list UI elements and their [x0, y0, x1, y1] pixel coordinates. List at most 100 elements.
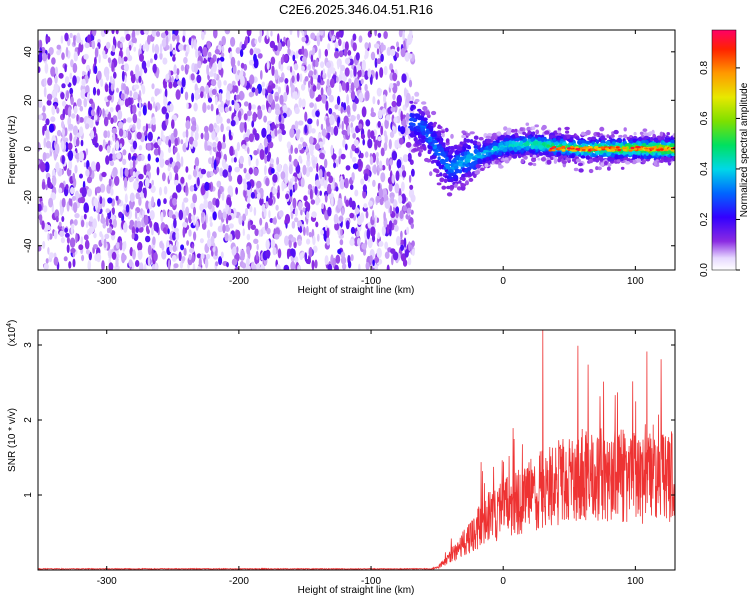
spectrogram-cell — [90, 161, 96, 171]
spectrogram-cell — [607, 166, 611, 171]
spectrogram-cell — [525, 151, 531, 156]
spectrogram-cell — [269, 218, 274, 223]
spectrogram-cell — [252, 128, 257, 136]
spectrogram-cell — [155, 31, 161, 37]
spectrogram-cell — [235, 229, 241, 240]
snr-line — [38, 330, 675, 570]
spectrogram-cell — [160, 211, 164, 223]
spectrogram-cell — [67, 142, 73, 151]
spectrogram-cell — [258, 229, 262, 237]
spectrogram-cell — [131, 232, 135, 240]
spectrogram-cell — [304, 252, 308, 262]
spectrogram-cell — [203, 92, 207, 99]
spectrogram-cell — [333, 162, 337, 169]
spectrogram-cell — [61, 155, 65, 165]
spectrogram-cell — [522, 131, 526, 135]
spectrogram-cell — [328, 94, 334, 103]
spectrogram-cell — [239, 155, 245, 164]
spectrogram-cell — [204, 140, 208, 151]
spectrogram-cell — [294, 256, 299, 264]
spectrogram-cell — [532, 154, 537, 158]
spectrogram-cell — [161, 106, 167, 115]
spectrogram-cell — [633, 131, 637, 136]
spectrogram-cell — [172, 49, 176, 55]
spectrogram-cell — [132, 140, 138, 150]
spectrogram-cell — [102, 197, 106, 208]
spectrogram-cell — [220, 52, 225, 58]
x-tick-label: -300 — [97, 576, 117, 587]
spectrogram-cell — [90, 109, 95, 117]
spectrogram-cell — [119, 167, 124, 178]
spectrogram-cell — [367, 68, 372, 79]
spectrogram-cell — [112, 36, 116, 47]
spectrogram-cell — [446, 192, 453, 197]
spectrogram-cell — [105, 41, 111, 50]
spectrogram-cell — [344, 143, 348, 151]
spectrogram-cell — [408, 241, 411, 252]
spectrogram-cell — [146, 142, 152, 151]
spectrogram-cell — [623, 127, 627, 132]
spectrogram-cell — [291, 75, 295, 83]
spectrogram-cell — [226, 197, 232, 206]
spectrogram-cell — [289, 30, 293, 36]
spectrogram-cell — [492, 142, 499, 147]
spectrogram-cell — [327, 132, 330, 141]
spectrogram-cell — [213, 159, 217, 171]
spectrogram-cell — [172, 33, 176, 42]
spectrogram-cell — [370, 51, 376, 61]
spectrogram-cell — [319, 152, 325, 160]
spectrogram-cell — [193, 206, 196, 216]
snr-x-axis-label: Height of straight line (km) — [298, 585, 415, 596]
spectrogram-cell — [575, 158, 582, 163]
spectrogram-cell — [119, 100, 125, 106]
spectrogram-cell — [306, 210, 310, 220]
spectrogram-cell — [110, 83, 114, 92]
spectrogram-cell — [377, 232, 380, 240]
spectrogram-cell — [208, 71, 214, 77]
spectrogram-cell — [58, 72, 64, 79]
spectrogram-cell — [88, 251, 93, 261]
spectrogram-cell — [360, 133, 366, 140]
spectrogram-cell — [528, 162, 533, 166]
spectrogram-cell — [672, 133, 675, 138]
spectrogram-cell — [450, 145, 455, 151]
spectrogram-cell — [172, 197, 177, 206]
spectrogram-cell — [617, 148, 622, 152]
spectrogram-cell — [134, 130, 138, 141]
spectrogram-cell — [352, 132, 356, 139]
spectrogram-cell — [388, 220, 393, 230]
spectrogram-cell — [249, 205, 253, 213]
spectrogram-cell — [410, 113, 416, 117]
spectrogram-cell — [604, 160, 608, 166]
spectrogram-cell — [334, 222, 340, 231]
spectrogram-cell — [214, 168, 218, 175]
spectrogram-cell — [42, 240, 46, 249]
spectrogram-cell — [276, 264, 281, 270]
spectrogram-cell — [615, 146, 620, 149]
spectrogram-cell — [93, 232, 97, 239]
spectrogram-cell — [180, 64, 185, 72]
spectrogram-cell — [108, 153, 114, 162]
spectrogram-cell — [126, 117, 132, 123]
spectrogram-cell — [217, 62, 222, 69]
spectrogram-cell — [172, 214, 176, 220]
spectrogram-cell — [192, 193, 198, 204]
spectrogram-cell — [472, 173, 477, 179]
spectrogram-cell — [47, 176, 51, 188]
spectrogram-cell — [146, 60, 151, 68]
spectrogram-cell — [320, 87, 324, 97]
spectrogram-cell — [314, 143, 321, 151]
spectrogram-cell — [399, 126, 406, 135]
spectrogram-cell — [498, 142, 504, 146]
spectrogram-cell — [43, 263, 49, 270]
spectrogram-cell — [68, 123, 74, 130]
spectrogram-cell — [38, 203, 42, 212]
spectrogram-cell — [384, 251, 390, 259]
x-tick-label: -100 — [361, 276, 381, 287]
spectrogram-cell — [81, 254, 85, 262]
spectrogram-cell — [630, 146, 635, 150]
spectrogram-cell — [122, 149, 127, 156]
spectrogram-cell — [431, 159, 437, 163]
spectrogram-cell — [616, 159, 621, 163]
